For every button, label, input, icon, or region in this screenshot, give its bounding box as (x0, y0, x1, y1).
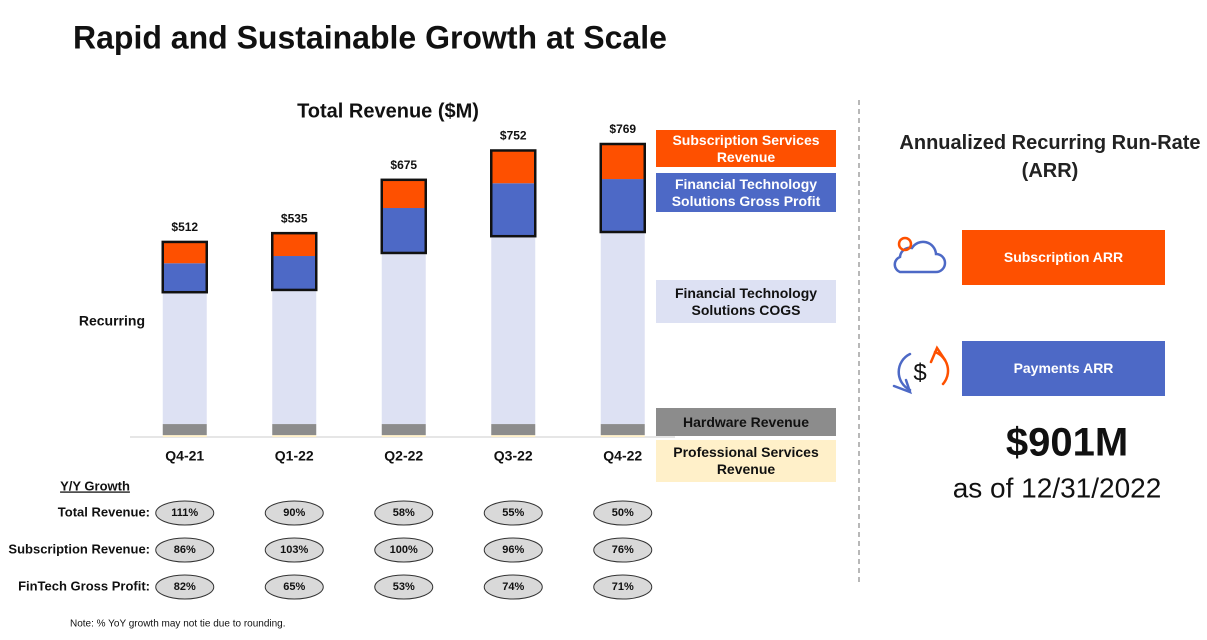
bar-segment (162, 435, 207, 437)
growth-oval (483, 537, 543, 563)
growth-label: 71% (612, 581, 634, 593)
growth-oval (374, 500, 434, 526)
x-tick-label: Q4-21 (165, 448, 204, 464)
total-label: $675 (390, 158, 417, 172)
legend-entry: Financial Technology Solutions Gross Pro… (656, 173, 836, 212)
growth-label: 111% (171, 507, 198, 519)
growth-oval (593, 537, 653, 563)
growth-row-label: Subscription Revenue: (8, 541, 150, 556)
arr-item: Payments ARR (962, 341, 1165, 396)
growth-label: 53% (393, 581, 415, 593)
growth-oval (483, 574, 543, 600)
bar-segment (600, 435, 645, 437)
note: Note: % YoY growth may not tie due to ro… (70, 619, 286, 630)
recurring-outline (490, 149, 537, 238)
x-tick-label: Q2-22 (384, 448, 423, 464)
total-label: $512 (171, 220, 198, 234)
growth-oval (374, 537, 434, 563)
growth-label: 86% (174, 544, 196, 556)
growth-label: 76% (612, 544, 634, 556)
growth-label: 82% (174, 581, 196, 593)
growth-row-label: Total Revenue: (58, 504, 150, 519)
x-tick-label: Q3-22 (494, 448, 533, 464)
chart-title: Total Revenue ($M) (297, 100, 479, 122)
growth-oval (155, 574, 215, 600)
bar-segment (162, 241, 207, 264)
growth-label: 50% (612, 507, 634, 519)
bar-segment (600, 144, 645, 180)
arr-date: as of 12/31/2022 (953, 472, 1162, 503)
bar-segment (600, 232, 645, 425)
recurring-outline (599, 142, 646, 234)
growth-label: 100% (390, 544, 418, 556)
arr-item: Subscription ARR (962, 230, 1165, 285)
bar-segment (162, 263, 207, 293)
page-title: Rapid and Sustainable Growth at Scale (73, 19, 667, 55)
growth-oval (374, 574, 434, 600)
growth-label: 103% (280, 544, 308, 556)
growth-oval (593, 574, 653, 600)
arr-value: $901M (1006, 421, 1128, 465)
recurring-outline (161, 240, 208, 294)
bar-segment (272, 233, 317, 257)
total-label: $769 (609, 122, 636, 136)
bar-segment (491, 236, 536, 425)
growth-title: Y/Y Growth (60, 478, 130, 493)
bar-segment (272, 256, 317, 290)
growth-oval (483, 500, 543, 526)
bar-segment (381, 435, 426, 437)
bar-segment (491, 150, 536, 184)
growth-label: 65% (283, 581, 305, 593)
svg-text:$: $ (913, 359, 926, 386)
arr-title: Annualized Recurring Run-Rate (ARR) (899, 132, 1201, 182)
growth-label: 96% (502, 544, 524, 556)
growth-oval (155, 537, 215, 563)
growth-oval (264, 574, 324, 600)
legend-entry: Hardware Revenue (656, 408, 836, 436)
payments-icon: $ (892, 345, 950, 395)
x-tick-label: Q4-22 (603, 448, 642, 464)
growth-oval (593, 500, 653, 526)
cloud-icon (893, 236, 947, 274)
recurring-outline (380, 178, 427, 255)
bar-segment (491, 435, 536, 437)
growth-oval (264, 537, 324, 563)
bar-segment (491, 424, 536, 436)
growth-label: 90% (283, 507, 305, 519)
bar-segment (162, 424, 207, 436)
bar-segment (381, 252, 426, 425)
growth-oval (155, 500, 215, 526)
growth-label: 55% (502, 507, 524, 519)
total-label: $752 (500, 129, 527, 143)
annotation: Recurring (79, 313, 145, 329)
legend-entry: Subscription Services Revenue (656, 130, 836, 167)
bar-segment (491, 183, 536, 237)
legend-entry: Professional Services Revenue (656, 440, 836, 482)
bar-segment (381, 208, 426, 253)
total-label: $535 (281, 211, 308, 225)
growth-oval (264, 500, 324, 526)
bar-segment (600, 424, 645, 436)
bar-segment (381, 179, 426, 209)
legend-entry: Financial Technology Solutions COGS (656, 280, 836, 323)
bar-segment (381, 424, 426, 436)
bar-segment (162, 292, 207, 425)
growth-label: 58% (393, 507, 415, 519)
growth-label: 74% (502, 581, 524, 593)
bar-segment (600, 179, 645, 233)
recurring-outline (271, 231, 318, 292)
growth-row-label: FinTech Gross Profit: (18, 578, 150, 593)
bar-segment (272, 435, 317, 437)
bar-segment (272, 289, 317, 425)
bar-segment (272, 424, 317, 436)
x-tick-label: Q1-22 (275, 448, 314, 464)
